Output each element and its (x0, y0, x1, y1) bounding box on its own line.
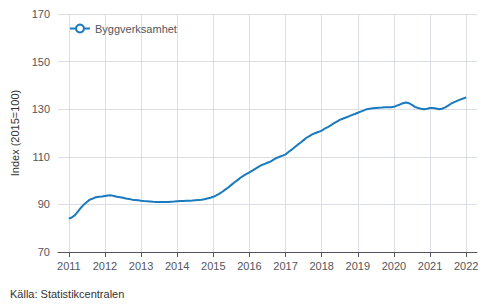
svg-text:2020: 2020 (382, 260, 406, 272)
svg-text:Byggverksamhet: Byggverksamhet (95, 23, 177, 35)
svg-text:Index (2015=100): Index (2015=100) (9, 90, 21, 177)
svg-text:2017: 2017 (273, 260, 297, 272)
svg-text:2011: 2011 (57, 260, 81, 272)
svg-text:2019: 2019 (346, 260, 370, 272)
svg-text:110: 110 (32, 151, 50, 163)
svg-text:2018: 2018 (309, 260, 333, 272)
svg-text:2016: 2016 (237, 260, 261, 272)
svg-text:70: 70 (38, 246, 50, 258)
svg-text:150: 150 (32, 56, 50, 68)
svg-text:2014: 2014 (165, 260, 189, 272)
svg-text:2022: 2022 (454, 260, 478, 272)
svg-text:2012: 2012 (93, 260, 117, 272)
svg-text:130: 130 (32, 103, 50, 115)
svg-text:Källa: Statistikcentralen: Källa: Statistikcentralen (10, 288, 124, 300)
svg-text:170: 170 (32, 8, 50, 20)
svg-text:2021: 2021 (418, 260, 442, 272)
svg-text:90: 90 (38, 198, 50, 210)
svg-text:2013: 2013 (129, 260, 153, 272)
svg-text:2015: 2015 (201, 260, 225, 272)
